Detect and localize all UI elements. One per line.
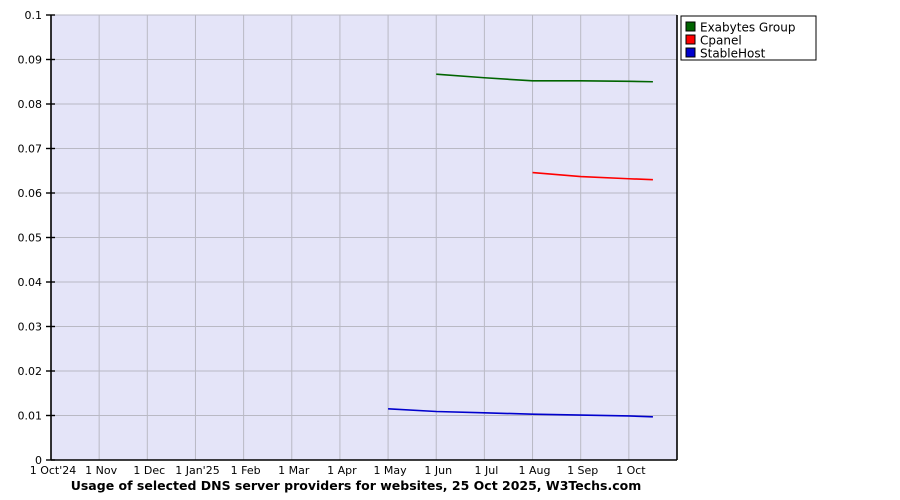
legend-swatch-stablehost	[685, 47, 696, 58]
x-axis-tick-label: 1 Oct'24	[30, 464, 77, 477]
y-axis-tick-label: 0.09	[18, 54, 43, 67]
x-axis-tick-label: 1 Aug	[519, 464, 551, 477]
x-axis-tick-label: 1 Mar	[278, 464, 310, 477]
vertical-gridlines	[98, 15, 630, 460]
y-axis-tick-label: 0.07	[18, 143, 43, 156]
x-axis-tick-label: 1 Jul	[474, 464, 498, 477]
x-axis-tick-label: 1 May	[373, 464, 407, 477]
legend-label-stablehost: StableHost	[700, 47, 766, 61]
y-axis-tick-label: 0.03	[18, 321, 43, 334]
y-axis-tick-label: 0.1	[25, 9, 43, 22]
x-axis-tick-label: 1 Jun	[424, 464, 452, 477]
series-line-exabytes-group	[436, 73, 653, 83]
x-axis-ticks: 1 Oct'24 1 Nov 1 Dec 1 Jan'25 1 Feb 1 Mar 1 Ap…	[30, 464, 647, 477]
x-axis-tick-label: 1 Sep	[567, 464, 598, 477]
data-series-group	[388, 73, 653, 418]
legend-swatch-exabytes-group	[685, 21, 696, 32]
x-axis-tick-label: 1 Jan'25	[175, 464, 219, 477]
x-axis-tick-label: 1 Dec	[133, 464, 165, 477]
legend-swatch-cpanel	[685, 34, 696, 45]
y-axis-tick-label: 0.02	[18, 365, 43, 378]
legend-label-exabytes-group: Exabytes Group	[700, 21, 795, 35]
x-axis-tick-label: 1 Apr	[327, 464, 357, 477]
y-axis-tick-label: 0	[35, 454, 42, 467]
x-axis-tick-label: 1 Feb	[231, 464, 261, 477]
y-axis-tick-label: 0.01	[18, 410, 43, 423]
y-axis-tick-label: 0.08	[18, 98, 43, 111]
y-axis-tick-label: 0.05	[18, 232, 43, 245]
x-axis-tick-label: 1 Nov	[85, 464, 117, 477]
chart-caption: Usage of selected DNS server providers f…	[71, 478, 642, 493]
y-axis-tick-label: 0.06	[18, 187, 43, 200]
legend-label-cpanel: Cpanel	[700, 34, 742, 48]
series-line-stablehost	[388, 408, 653, 418]
series-line-cpanel	[532, 171, 653, 181]
y-axis-tick-label: 0.04	[18, 276, 43, 289]
x-axis-tick-label: 1 Oct	[616, 464, 646, 477]
legend-box	[680, 15, 817, 61]
horizontal-gridlines	[51, 14, 677, 416]
